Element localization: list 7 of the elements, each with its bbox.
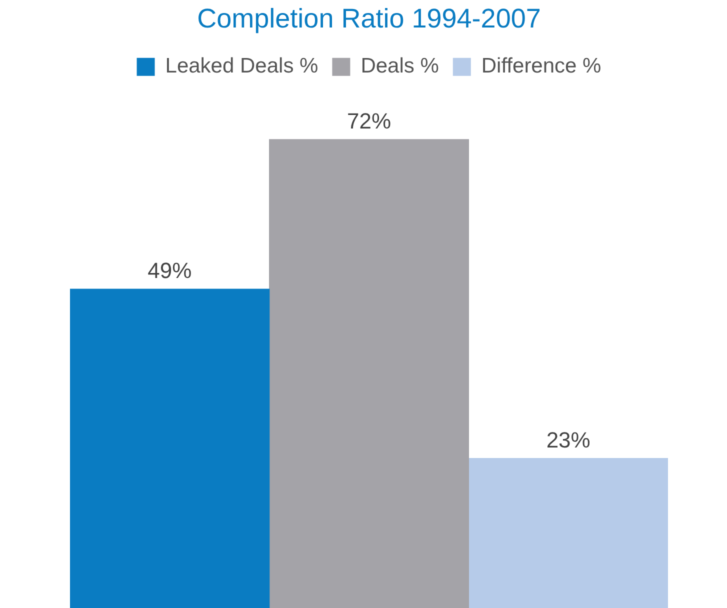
legend-label: Deals % [360,54,439,78]
data-label: 72% [346,108,392,134]
data-label: 23% [546,427,590,452]
legend-label: Difference % [481,54,602,78]
chart-title: Completion Ratio 1994-2007 [197,4,541,34]
legend-label: Leaked Deals % [165,54,318,78]
data-label: 49% [148,258,192,284]
